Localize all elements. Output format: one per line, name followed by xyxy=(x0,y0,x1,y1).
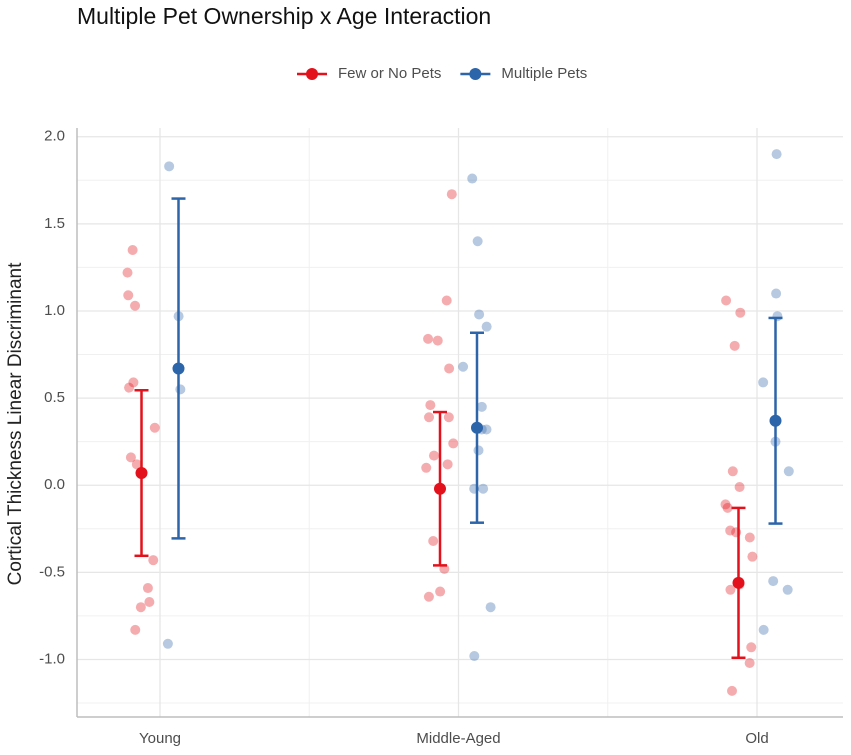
y-tick-label: 2.0 xyxy=(44,128,65,145)
legend-label: Few or No Pets xyxy=(338,65,441,82)
raw-point xyxy=(472,236,483,247)
raw-point xyxy=(424,412,435,423)
raw-point xyxy=(476,401,487,412)
raw-point xyxy=(131,459,142,470)
raw-point xyxy=(474,309,485,320)
mean-point xyxy=(135,467,148,480)
mean-point xyxy=(434,482,446,495)
y-tick-label: 1.5 xyxy=(44,215,65,232)
raw-point xyxy=(725,584,736,595)
raw-point xyxy=(772,311,783,322)
raw-point xyxy=(162,638,173,649)
raw-point xyxy=(443,412,454,423)
raw-point xyxy=(485,602,496,613)
raw-point xyxy=(442,459,453,470)
raw-point xyxy=(746,642,757,653)
y-tick-label: 1.0 xyxy=(44,302,65,319)
x-tick-label: Young xyxy=(139,730,181,747)
x-tick-label: Middle-Aged xyxy=(416,730,500,747)
x-tick-label: Old xyxy=(745,730,768,747)
raw-point xyxy=(481,424,492,435)
raw-point xyxy=(125,452,136,463)
raw-point xyxy=(721,295,732,306)
raw-point xyxy=(142,583,153,594)
raw-point xyxy=(469,651,480,662)
legend-key-point xyxy=(306,68,318,80)
raw-point xyxy=(481,321,492,332)
raw-point xyxy=(735,307,746,318)
raw-point xyxy=(423,333,434,344)
raw-point xyxy=(428,535,439,546)
raw-point xyxy=(758,377,769,388)
raw-point xyxy=(771,149,782,160)
raw-point xyxy=(428,450,439,461)
mean-point xyxy=(172,362,185,375)
raw-point xyxy=(128,377,139,388)
raw-point xyxy=(783,466,794,477)
raw-point xyxy=(444,363,455,374)
raw-point xyxy=(725,525,736,536)
raw-point xyxy=(720,499,731,510)
raw-point xyxy=(478,483,489,494)
y-axis-label: Cortical Thickness Linear Discriminant xyxy=(5,262,26,585)
raw-point xyxy=(734,481,745,492)
y-tick-label: 0.5 xyxy=(44,389,65,406)
raw-point xyxy=(727,466,738,477)
raw-point xyxy=(435,586,446,597)
raw-point xyxy=(727,685,738,696)
raw-point xyxy=(144,596,155,607)
raw-point xyxy=(423,591,434,602)
raw-point xyxy=(446,189,457,200)
raw-point xyxy=(149,422,160,433)
raw-point xyxy=(744,657,755,668)
raw-point xyxy=(722,502,733,513)
y-tick-label: -0.5 xyxy=(39,563,65,580)
y-tick-label: -1.0 xyxy=(39,650,65,667)
raw-point xyxy=(175,384,186,395)
raw-point xyxy=(421,462,432,473)
raw-point xyxy=(771,288,782,299)
raw-point xyxy=(122,267,133,278)
raw-point xyxy=(130,624,141,635)
raw-point xyxy=(135,602,146,613)
mean-point xyxy=(732,576,745,589)
raw-point xyxy=(441,295,452,306)
mean-point xyxy=(769,414,782,427)
raw-point xyxy=(148,555,159,566)
chart-title: Multiple Pet Ownership x Age Interaction xyxy=(77,3,491,29)
raw-point xyxy=(473,445,484,456)
raw-point xyxy=(758,624,769,635)
raw-point xyxy=(747,551,758,562)
raw-point xyxy=(458,361,469,372)
legend-key-point xyxy=(469,68,482,80)
raw-point xyxy=(744,532,755,543)
raw-point xyxy=(467,173,478,184)
legend-label: Multiple Pets xyxy=(501,65,587,82)
raw-point xyxy=(124,382,135,393)
raw-point xyxy=(768,576,779,587)
raw-point xyxy=(782,584,793,595)
raw-point xyxy=(123,290,134,301)
raw-point xyxy=(127,244,138,255)
mean-point xyxy=(471,421,483,434)
y-tick-label: 0.0 xyxy=(44,476,65,493)
raw-point xyxy=(164,161,175,172)
raw-point xyxy=(432,335,443,346)
raw-point xyxy=(130,300,141,311)
raw-point xyxy=(448,438,459,449)
raw-point xyxy=(425,400,436,411)
raw-point xyxy=(729,340,740,351)
